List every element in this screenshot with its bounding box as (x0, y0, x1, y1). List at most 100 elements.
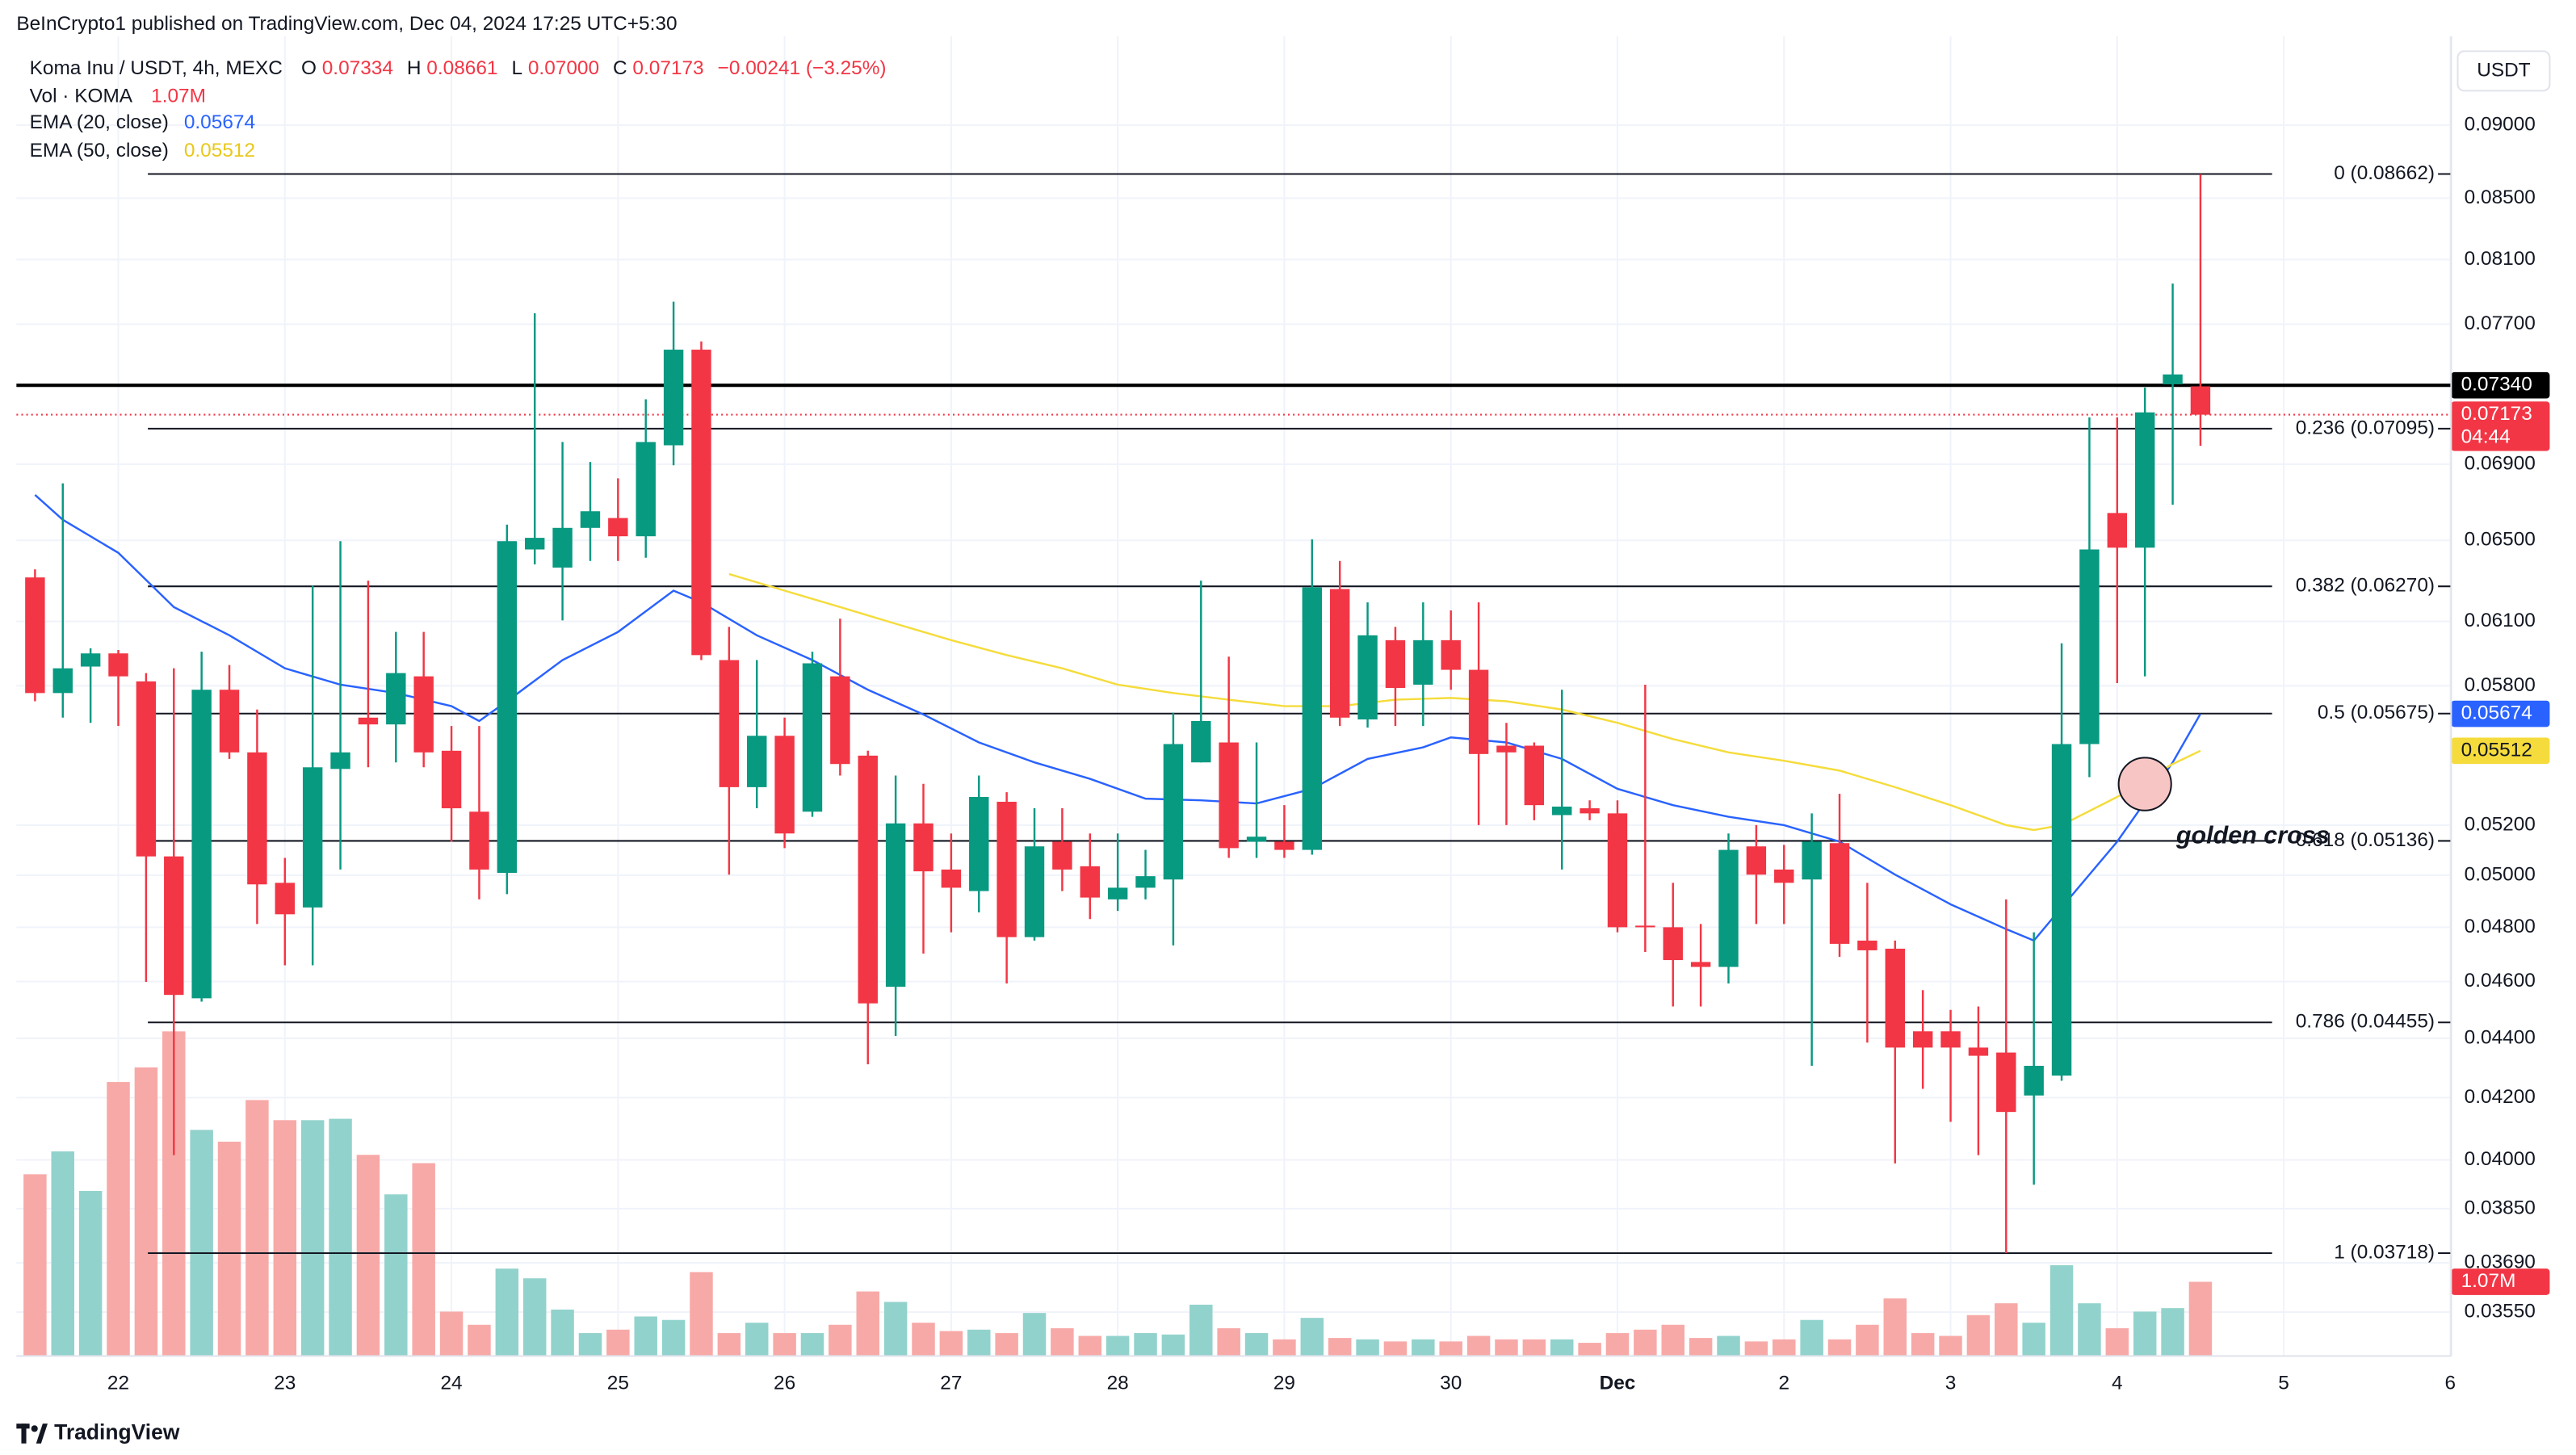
volume-bar (829, 1324, 852, 1356)
candle-body (608, 518, 628, 537)
volume-bar (717, 1333, 741, 1356)
volume-bar (245, 1100, 269, 1356)
y-tick-label: 0.05800 (2465, 674, 2536, 696)
labels: 22 23 24 25 26 27 28 29 30 Dec 2 3 4 5 60.090000.08500… (107, 113, 2550, 1394)
legend-ema20: EMA (20, close) 0.05674 (30, 112, 255, 134)
candle-body (108, 653, 128, 677)
volume-bar (939, 1331, 963, 1356)
ohlc-value: 0.08661 (426, 57, 497, 79)
volume-bar (1689, 1338, 1713, 1356)
logo-part (36, 1424, 48, 1444)
currency-button[interactable]: USDT (2456, 50, 2551, 92)
volume-bar (690, 1272, 713, 1356)
candle-body (2051, 744, 2072, 1076)
y-tick-label: 0.04600 (2465, 970, 2536, 992)
y-tick-label: 0.08100 (2465, 248, 2536, 270)
candle-body (2024, 1065, 2044, 1096)
candle-body (1663, 927, 1683, 961)
candle-body (747, 736, 767, 787)
volume-bar (634, 1316, 657, 1356)
currency-button-box[interactable] (2456, 50, 2551, 92)
volume-bar (1661, 1324, 1684, 1356)
logo-part (31, 1425, 38, 1432)
candle-body (524, 538, 545, 550)
volume-bar (384, 1194, 408, 1356)
candle-body (1635, 925, 1655, 928)
volume-bar (468, 1324, 491, 1356)
candle-body (1580, 808, 1600, 814)
volume-bar (2188, 1281, 2213, 1356)
candle-body (386, 673, 406, 725)
volume-bar (1773, 1339, 1796, 1356)
x-tick-label: 26 (774, 1373, 795, 1394)
candle-body (1052, 841, 1072, 870)
x-tick-label: 4 (2112, 1373, 2123, 1394)
volume-bar (300, 1120, 325, 1356)
volume-bar (1966, 1315, 1991, 1356)
y-tick-label: 0.09000 (2465, 113, 2536, 135)
volume-bar (1300, 1318, 1324, 1356)
candle-body (1857, 940, 1877, 950)
fib-label: 0.236 (0.07095) (2296, 417, 2435, 438)
current-price-badge-text: 04:44 (2461, 426, 2511, 448)
candle-body (441, 750, 462, 809)
candle-body (691, 350, 711, 656)
volume-bar (1383, 1341, 1408, 1356)
candle-body (858, 755, 878, 1004)
ema-name: EMA (50, close) (30, 140, 169, 161)
candle-body (469, 811, 489, 870)
candle-body (52, 668, 73, 694)
volume-bar (800, 1333, 824, 1356)
volume-bar (1161, 1334, 1185, 1356)
volume-bar (1995, 1303, 2018, 1356)
candle-body (80, 653, 101, 667)
currency-button-text[interactable]: USDT (2477, 59, 2530, 81)
price-line-badge-text: 0.07340 (2461, 374, 2532, 396)
candle-body (25, 577, 45, 694)
volume-bar (1328, 1338, 1352, 1356)
volume-bar (273, 1120, 297, 1356)
ohlc-value: 0.07000 (528, 57, 599, 79)
volume-bar (1051, 1328, 1074, 1356)
volume-bar (1273, 1339, 1296, 1356)
volume-name: Vol · KOMA (30, 86, 133, 107)
current-price-badge-text: 0.07173 (2461, 403, 2532, 425)
candle-body (1135, 876, 1156, 888)
candle-body (1802, 841, 1822, 880)
volume-bar (1022, 1313, 1047, 1356)
ema-line (728, 572, 2201, 832)
candle-body (1468, 669, 1489, 754)
candle-body (1024, 846, 1045, 937)
candle-body (1912, 1031, 1933, 1048)
candle-body (2079, 549, 2100, 744)
candle-body (2190, 386, 2211, 415)
candle-body (1829, 843, 1850, 944)
volume-bar (2078, 1303, 2101, 1356)
candle-body (663, 350, 684, 446)
volume-bar (522, 1278, 547, 1356)
candle-body (1996, 1052, 2016, 1113)
candle-body (719, 660, 740, 787)
volume-bar (745, 1323, 769, 1356)
candle-body (302, 767, 323, 908)
ohlc-letter: O (301, 57, 317, 79)
volume-bar (1412, 1339, 1435, 1356)
candle-body (247, 752, 267, 885)
x-tick-label: 29 (1273, 1373, 1295, 1394)
fib-label: 1 (0.03718) (2334, 1241, 2435, 1263)
symbol: Koma Inu / USDT, 4h, MEXC (30, 57, 283, 79)
candle-body (1774, 869, 1794, 883)
volume-bar (1911, 1333, 1935, 1356)
volume-bar (578, 1333, 602, 1356)
volume-bar (551, 1309, 574, 1356)
candle-body (1940, 1031, 1961, 1048)
x-tick-label: 30 (1440, 1373, 1462, 1394)
y-tick-label: 0.05000 (2465, 863, 2536, 885)
candle-body (497, 541, 518, 874)
y-tick-label: 0.06500 (2465, 529, 2536, 551)
fib-label: 0.786 (0.04455) (2296, 1011, 2435, 1033)
candle-body (1496, 745, 1517, 753)
volume-value: 1.07M (151, 86, 206, 107)
candle-body (1302, 587, 1323, 850)
volume-bar (107, 1082, 130, 1356)
